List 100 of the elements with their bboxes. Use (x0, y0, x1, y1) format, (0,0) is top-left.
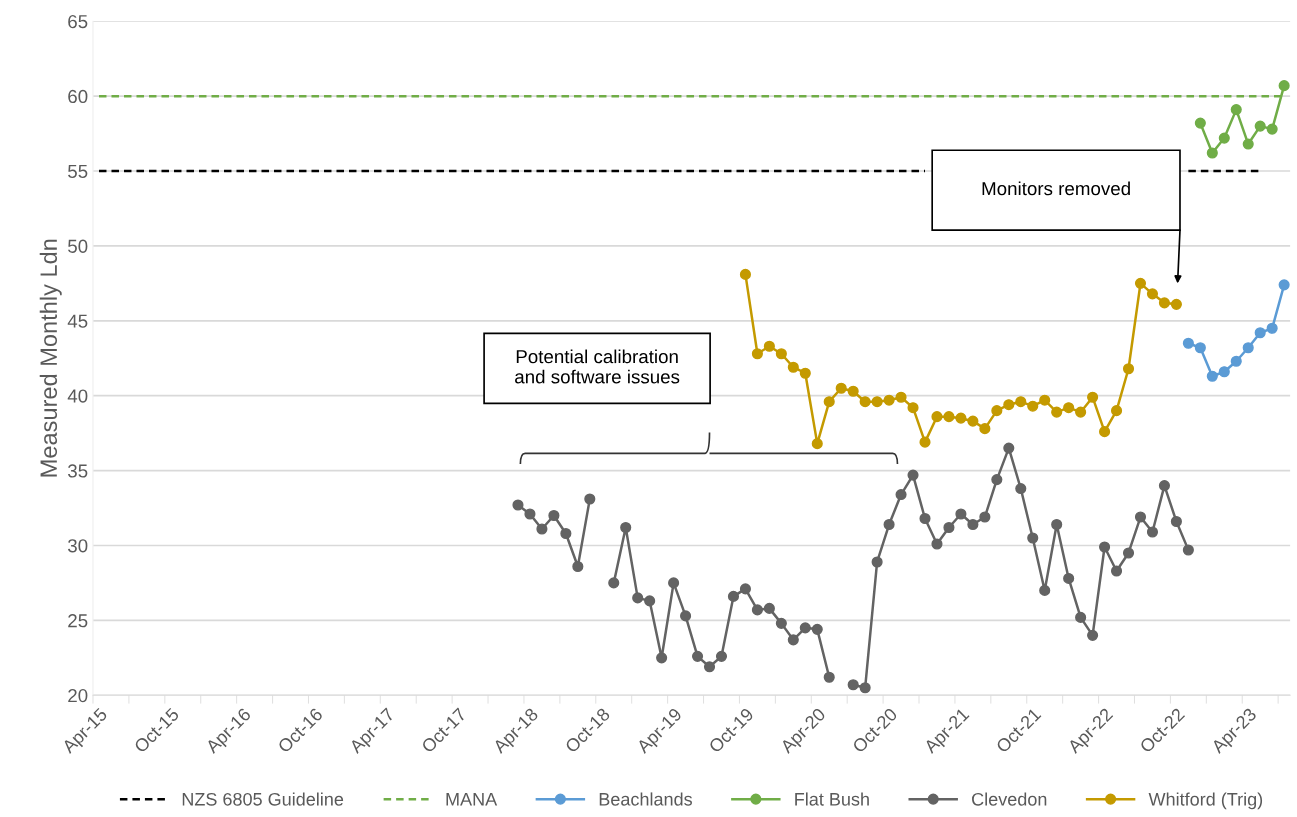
y-tick-label: 30 (68, 539, 88, 553)
point (955, 508, 967, 520)
point (1158, 297, 1170, 309)
point (1015, 483, 1027, 495)
point (1182, 544, 1194, 556)
point (1242, 342, 1254, 354)
point (979, 423, 991, 435)
point (1266, 123, 1278, 135)
point (1075, 406, 1087, 418)
point (787, 634, 799, 646)
point (991, 405, 1003, 417)
point (1206, 147, 1218, 159)
point (907, 469, 919, 481)
point (1278, 80, 1290, 92)
point (763, 340, 775, 352)
point (1158, 480, 1170, 492)
point (584, 493, 596, 505)
point (847, 679, 859, 691)
point (739, 268, 751, 280)
point (739, 583, 751, 595)
y-tick-label: 60 (68, 89, 88, 104)
legend-label: Clevedon (972, 792, 1047, 806)
point (656, 652, 668, 664)
point (763, 602, 775, 614)
point (979, 511, 991, 523)
y-tick-label: 45 (67, 314, 88, 328)
point (1206, 370, 1218, 382)
y-axis-title: Measured Monthly Ldn (39, 239, 62, 477)
point (1278, 279, 1290, 291)
point (835, 382, 847, 394)
annotation: Monitors removed (982, 181, 1130, 196)
point (644, 595, 656, 607)
point (680, 610, 692, 622)
point (775, 617, 787, 629)
point (751, 348, 763, 360)
point (799, 367, 811, 379)
point (1110, 405, 1123, 417)
y-tick-label: 55 (68, 164, 88, 178)
point (1194, 117, 1206, 129)
point (1063, 572, 1075, 584)
point (931, 411, 943, 423)
point (895, 391, 907, 403)
annotation: Potential calibration and software issues (515, 349, 680, 384)
point (1230, 355, 1242, 367)
point (1146, 288, 1159, 300)
point (1003, 442, 1015, 454)
point (1254, 327, 1266, 339)
point (1134, 511, 1147, 523)
point (907, 402, 919, 414)
point (1254, 120, 1266, 132)
point (1027, 400, 1039, 412)
point (536, 523, 548, 535)
point (823, 671, 835, 683)
point (727, 590, 740, 602)
point (1134, 277, 1147, 289)
point (931, 538, 943, 550)
legend-label: Whitford (Trig) (1148, 792, 1263, 810)
y-tick-label: 35 (68, 464, 88, 478)
point (560, 527, 572, 540)
point (1218, 366, 1230, 378)
point (512, 499, 524, 511)
point (1015, 396, 1027, 408)
point (572, 560, 584, 573)
y-tick-label: 20 (68, 688, 88, 703)
point (1027, 532, 1039, 544)
point (871, 396, 883, 408)
legend-label: Flat Bush (795, 792, 869, 806)
point (1039, 394, 1051, 406)
point (883, 394, 895, 406)
point (1075, 611, 1087, 623)
point (883, 518, 895, 531)
point (859, 682, 871, 694)
point (1051, 406, 1063, 418)
point (1170, 515, 1182, 528)
point (1218, 132, 1230, 144)
point (811, 438, 823, 450)
y-tick-label: 25 (68, 614, 88, 628)
point (524, 508, 536, 520)
point (1122, 363, 1135, 375)
y-tick-label: 65 (68, 14, 88, 29)
point (823, 396, 835, 408)
point (1003, 399, 1015, 411)
point (967, 415, 979, 427)
point (799, 622, 811, 634)
legend-label: NZS 6805 Guideline (182, 792, 344, 806)
point (871, 556, 883, 568)
point (1110, 565, 1123, 577)
point (1087, 391, 1099, 403)
point (1146, 526, 1159, 538)
point (991, 474, 1003, 486)
point (1242, 138, 1254, 150)
point (691, 650, 704, 662)
point (751, 604, 763, 616)
point (1063, 402, 1075, 414)
point (632, 592, 644, 604)
point (1099, 426, 1111, 438)
point (1266, 322, 1278, 334)
point (668, 577, 680, 589)
point (1039, 584, 1051, 596)
point (787, 361, 799, 373)
